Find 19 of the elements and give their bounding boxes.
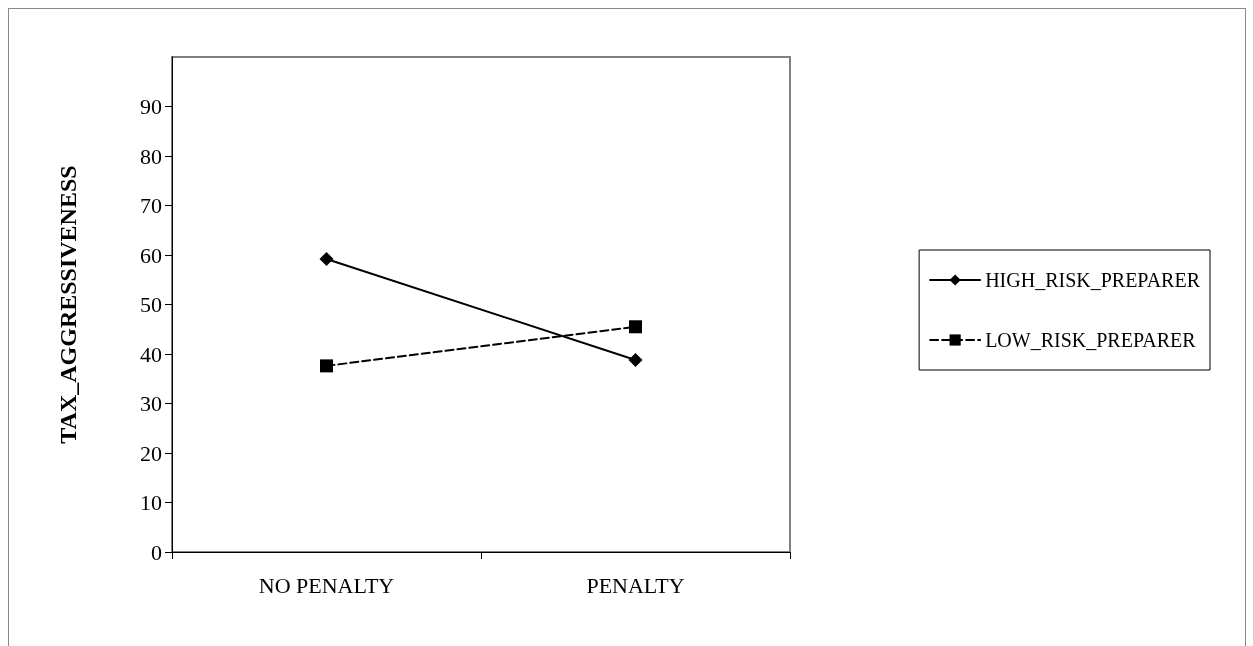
y-axis-title: TAX_AGGRESSIVENESS <box>55 165 81 444</box>
y-tick-label: 20 <box>140 440 162 466</box>
y-tick-label: 80 <box>140 143 162 169</box>
point <box>628 352 643 367</box>
y-tick-label: 90 <box>140 94 162 119</box>
y-tick-label: 50 <box>140 292 162 317</box>
y-tick-label: 30 <box>140 391 162 416</box>
y-tick-label: 40 <box>140 341 162 367</box>
point <box>629 320 642 334</box>
legend-label: LOW_RISK_PREPARER <box>985 329 1197 351</box>
point <box>320 359 333 373</box>
y-tick-label: 10 <box>140 490 162 515</box>
x-tick-label: PENALTY <box>586 572 685 598</box>
point <box>319 251 334 266</box>
y-tick-label: 0 <box>151 539 162 565</box>
legend-label: HIGH_RISK_PREPARER <box>985 269 1201 291</box>
x-tick-label: NO PENALTY <box>258 572 395 598</box>
y-tick-label: 70 <box>140 193 162 218</box>
y-tick-label: 60 <box>140 242 162 268</box>
